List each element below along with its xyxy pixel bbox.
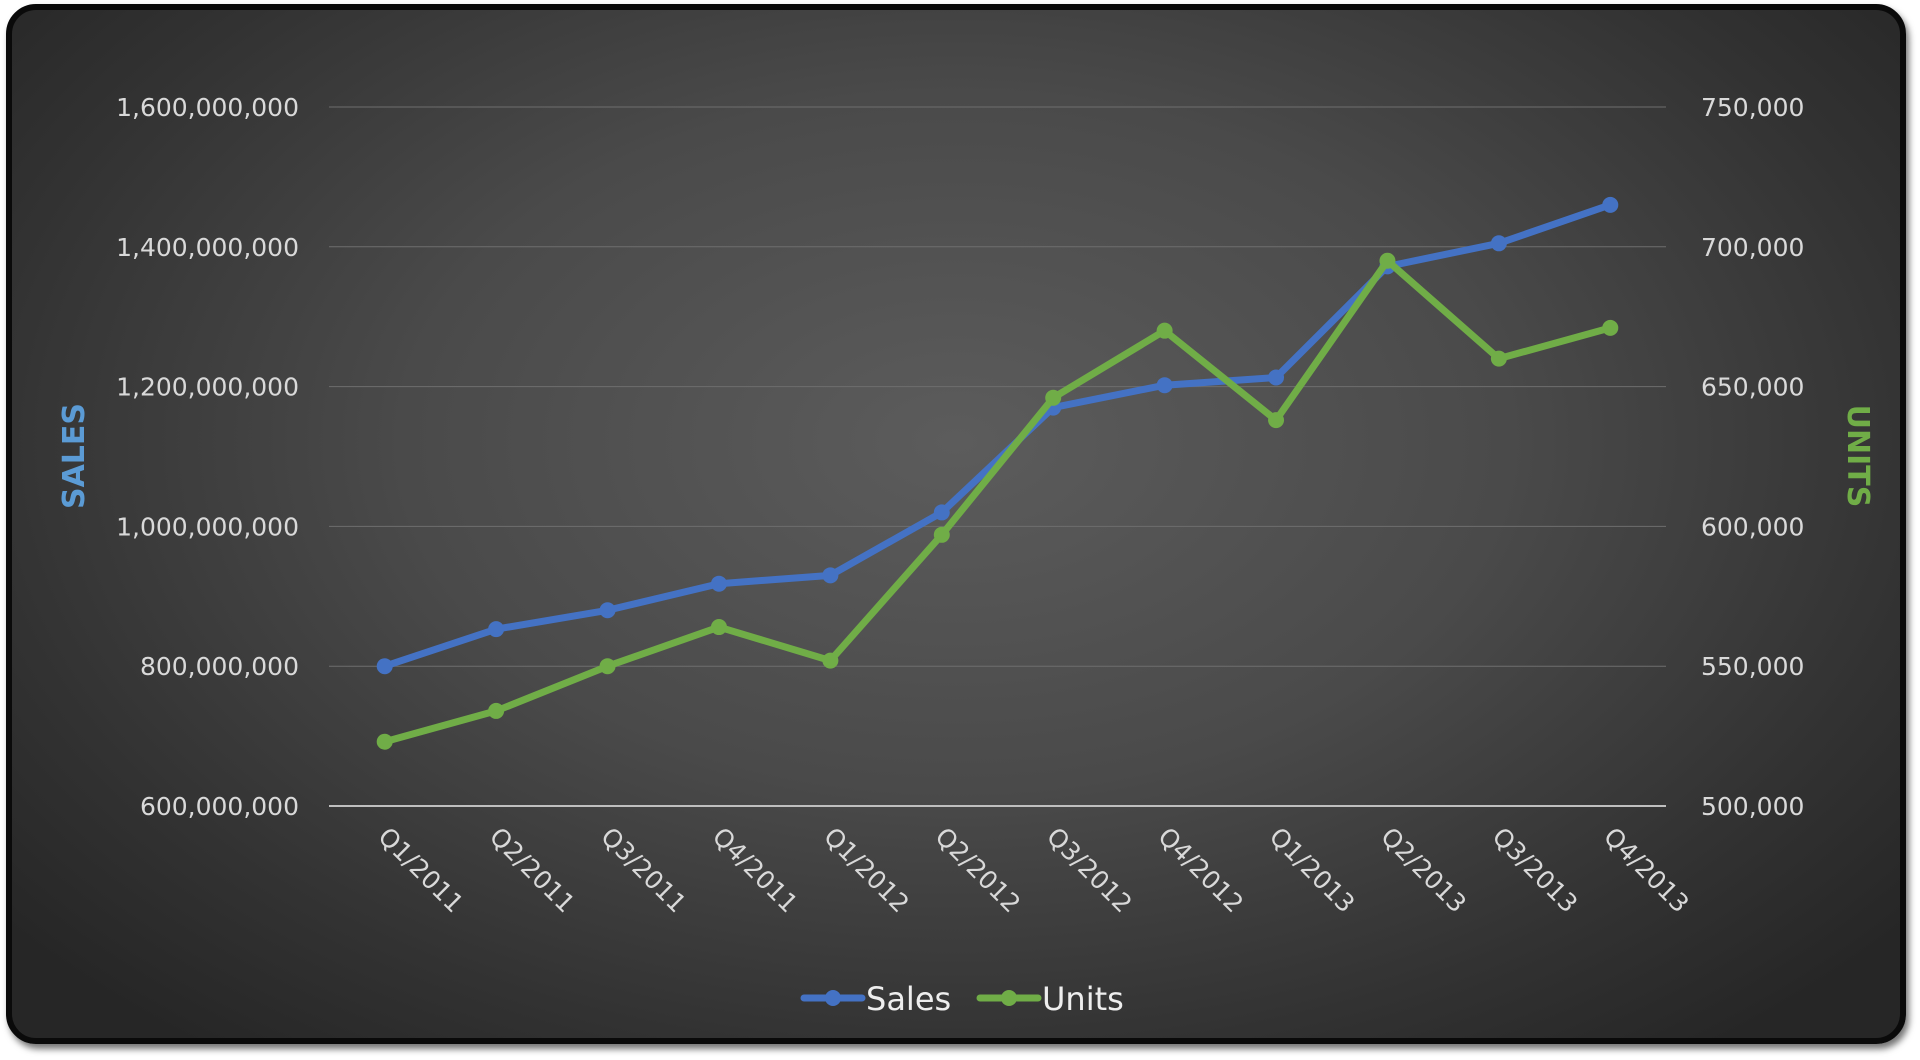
data-point-sales: [376, 658, 393, 675]
data-point-units: [710, 619, 727, 636]
data-point-units: [1490, 350, 1507, 367]
x-tick-label: Q4/2012: [1152, 822, 1249, 919]
x-tick-label: Q3/2012: [1041, 822, 1138, 919]
x-tick-label: Q2/2011: [484, 822, 581, 919]
data-point-sales: [710, 575, 727, 592]
x-tick-label: Q4/2011: [707, 822, 804, 919]
data-point-sales: [599, 602, 616, 619]
y-tick-label: 800,000,000: [140, 652, 299, 681]
data-point-sales: [488, 621, 505, 638]
chart-canvas: 600,000,000 800,000,000 1,000,000,000 1,200…: [57, 93, 1875, 1018]
y2-tick-label: 700,000: [1701, 233, 1804, 262]
data-point-units: [1602, 319, 1619, 336]
y-tick-label: 1,600,000,000: [116, 93, 299, 122]
x-tick-label: Q3/2011: [595, 822, 692, 919]
data-point-units: [1379, 252, 1396, 269]
chart-frame: 600,000,000 800,000,000 1,000,000,000 1,200…: [6, 4, 1906, 1044]
y2-tick-label: 650,000: [1701, 373, 1804, 402]
data-point-units: [1156, 322, 1173, 339]
series-lines: [376, 196, 1619, 750]
y2-tick-label: 600,000: [1701, 512, 1804, 541]
x-tick-label: Q2/2013: [1375, 822, 1472, 919]
legend-label-sales: Sales: [866, 980, 951, 1018]
legend-item-units[interactable]: Units: [976, 980, 1124, 1018]
data-point-units: [376, 733, 393, 750]
data-point-sales: [1602, 196, 1619, 213]
data-point-units: [488, 702, 505, 719]
y2-tick-label: 750,000: [1701, 93, 1804, 122]
x-tick-label: Q1/2011: [372, 822, 469, 919]
legend-marker-sales: [825, 990, 841, 1006]
data-point-sales: [1490, 235, 1507, 252]
data-point-sales: [1156, 377, 1173, 394]
data-point-units: [1045, 389, 1062, 406]
series-line-units: [381, 257, 1614, 746]
y2-tick-label: 500,000: [1701, 792, 1804, 821]
data-point-units: [822, 652, 839, 669]
legend[interactable]: Sales Units: [800, 980, 1124, 1018]
y-tick-label: 1,400,000,000: [116, 233, 299, 262]
gridlines: [329, 106, 1666, 807]
data-point-sales: [1268, 369, 1285, 386]
data-point-sales: [822, 567, 839, 584]
right-axis-title: UNITS: [1840, 405, 1875, 508]
series-line-sales: [381, 201, 1614, 670]
y2-tick-label: 550,000: [1701, 652, 1804, 681]
y-tick-label: 1,200,000,000: [116, 373, 299, 402]
series-sales: [376, 196, 1619, 675]
x-tick-label: Q1/2012: [818, 822, 915, 919]
x-tick-label: Q3/2013: [1487, 822, 1584, 919]
data-point-units: [1268, 412, 1285, 429]
x-tick-label: Q2/2012: [930, 822, 1027, 919]
data-point-sales: [933, 504, 950, 521]
x-tick-label: Q1/2013: [1264, 822, 1361, 919]
y-tick-label: 600,000,000: [140, 792, 299, 821]
series-units: [376, 252, 1619, 750]
x-tick-label: Q4/2013: [1598, 822, 1695, 919]
legend-marker-units: [1001, 990, 1017, 1006]
x-axis-tick-labels: Q1/2011 Q2/2011 Q3/2011 Q4/2011 Q1/2012 Q2/20…: [372, 822, 1694, 919]
left-axis-title: SALES: [57, 403, 92, 509]
right-axis-tick-labels: 500,000 550,000 600,000 650,000 700,000 750,0…: [1701, 93, 1804, 821]
data-point-units: [933, 526, 950, 543]
y-tick-label: 1,000,000,000: [116, 512, 299, 541]
left-axis-tick-labels: 600,000,000 800,000,000 1,000,000,000 1,200…: [116, 93, 299, 821]
legend-item-sales[interactable]: Sales: [800, 980, 951, 1018]
legend-label-units: Units: [1042, 980, 1124, 1018]
data-point-units: [599, 658, 616, 675]
